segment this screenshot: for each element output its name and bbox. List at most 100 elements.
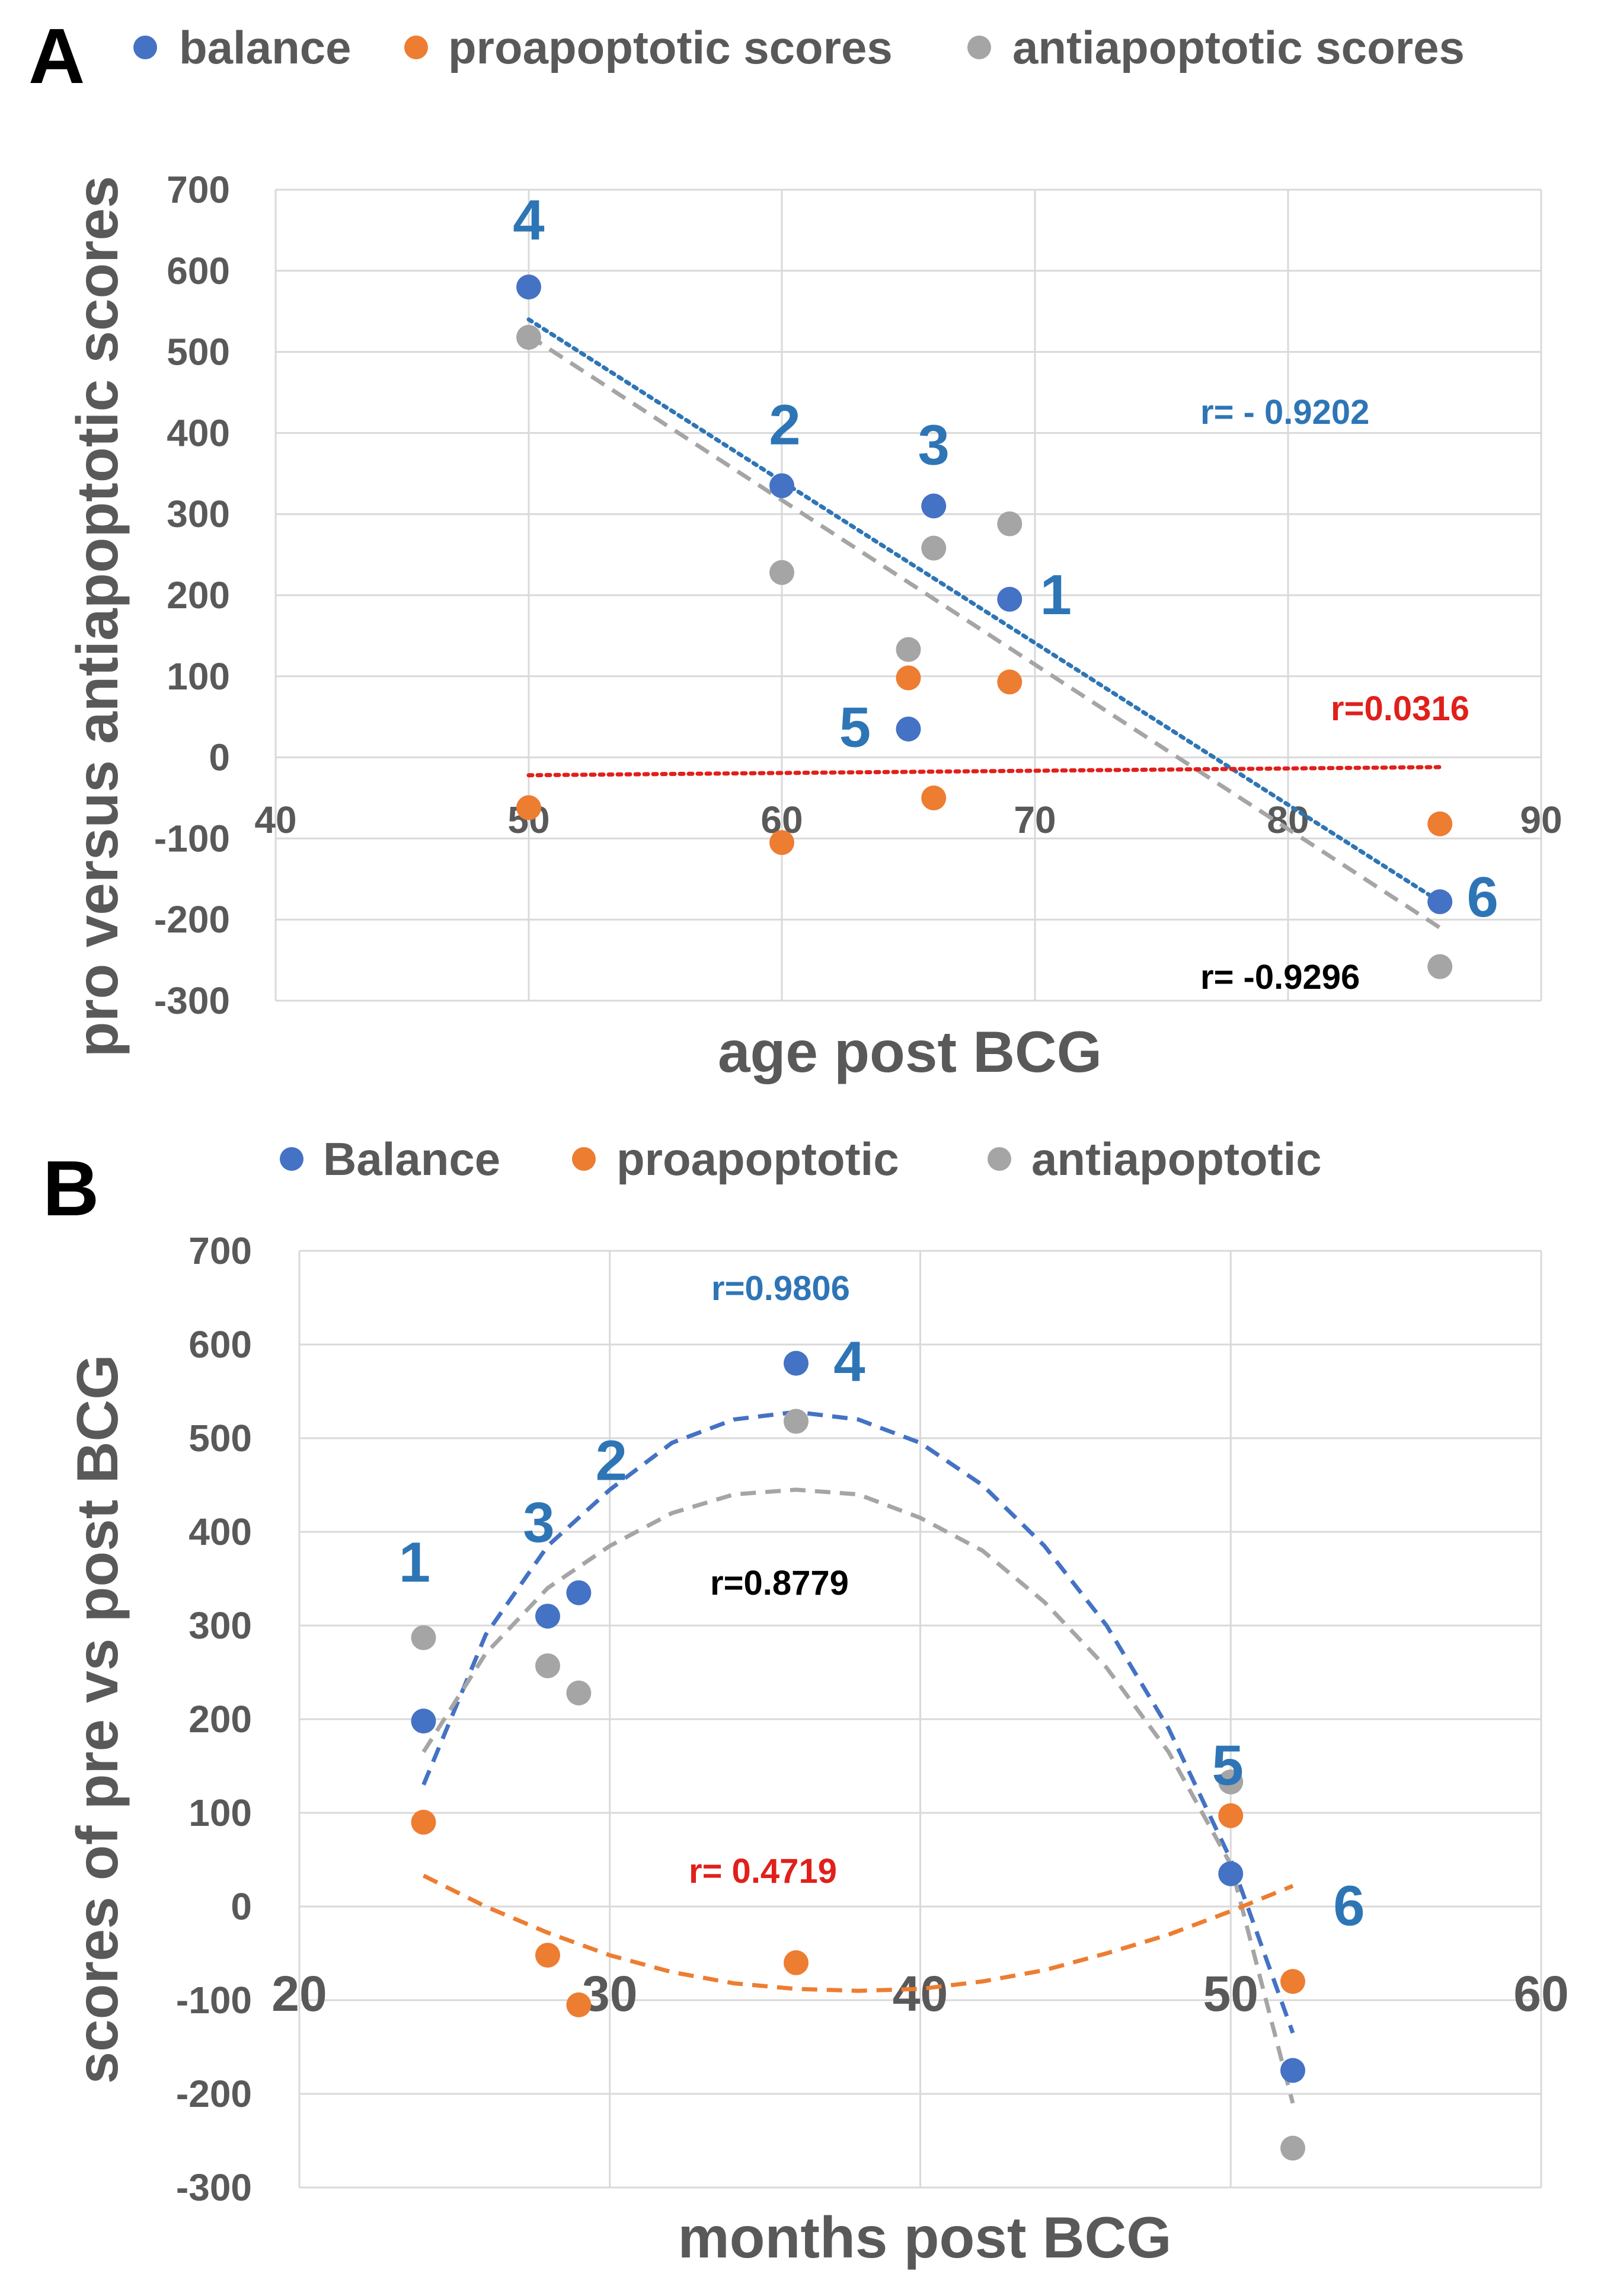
- point-label-a-6: 6: [1467, 866, 1498, 929]
- point-b-balance-3: [784, 1350, 809, 1376]
- trendline-b-2: [422, 1873, 1294, 1993]
- y-tick-a--300: -300: [154, 979, 230, 1022]
- y-tick-b--100: -100: [176, 1979, 252, 2022]
- point-b-balance-5: [1280, 2058, 1305, 2083]
- legend-a-anti-marker: [967, 36, 991, 59]
- trendline-a-0: [526, 317, 1442, 904]
- point-a-balance-1: [769, 473, 794, 499]
- x-tick-b-50: 50: [1203, 1966, 1258, 2022]
- point-b-balance-1: [535, 1604, 560, 1629]
- legend-b-balance-marker: [280, 1147, 303, 1171]
- y-tick-b-200: 200: [188, 1698, 252, 1741]
- plot-b: 700 600 500 400 300 200 100 0 -100 -200 -300 20 30 40…: [176, 1230, 1569, 2209]
- legend-a: balance proapoptotic scores antiapoptoti…: [133, 21, 1465, 74]
- point-label-b-2: 2: [596, 1429, 627, 1493]
- x-tick-a-70: 70: [1014, 799, 1056, 841]
- point-a-proapoptotic-3: [997, 669, 1023, 695]
- y-tick-a-500: 500: [167, 331, 230, 373]
- point-b-antiapoptotic-2: [566, 1680, 592, 1706]
- point-a-antiapoptotic-2: [921, 535, 947, 561]
- point-a-proapoptotic-4: [896, 665, 921, 691]
- r-label-b-balance: r=0.9806: [711, 1269, 850, 1308]
- y-tick-a-600: 600: [167, 250, 230, 292]
- y-tick-b-0: 0: [231, 1885, 252, 1928]
- legend-b: Balance proapoptotic antiapoptotic: [280, 1133, 1322, 1185]
- plot-a: 7006005004003002001000-100-200-300405060…: [154, 168, 1563, 1022]
- y-tick-b-400: 400: [188, 1511, 252, 1553]
- legend-a-pro-marker: [404, 36, 428, 59]
- point-label-a-2: 2: [769, 393, 800, 456]
- trendline-b-1: [421, 1487, 1295, 2104]
- panel-b-letter: B: [43, 1145, 99, 1232]
- legend-b-anti-marker: [988, 1147, 1011, 1171]
- x-tick-b-20: 20: [271, 1966, 327, 2022]
- point-label-a-1: 1: [1040, 563, 1072, 627]
- legend-a-pro-label: proapoptotic scores: [448, 21, 893, 74]
- y-tick-a-700: 700: [167, 168, 230, 211]
- r-label-a-balance: r= - 0.9202: [1200, 393, 1369, 432]
- point-b-proapoptotic-4: [1218, 1803, 1244, 1828]
- point-a-balance-3: [997, 586, 1023, 612]
- y-tick-a-100: 100: [167, 655, 230, 698]
- r-label-b-anti: r=0.8779: [710, 1564, 849, 1602]
- legend-b-anti-label: antiapoptotic: [1031, 1133, 1322, 1185]
- point-b-proapoptotic-1: [535, 1943, 560, 1968]
- point-label-a-5: 5: [839, 696, 871, 759]
- point-label-b-4: 4: [833, 1330, 865, 1394]
- y-tick-a--100: -100: [154, 817, 230, 860]
- x-axis-title-a: age post BCG: [718, 1019, 1102, 1084]
- x-tick-b-60: 60: [1513, 1966, 1568, 2022]
- point-b-balance-4: [1218, 1861, 1244, 1886]
- y-tick-a-0: 0: [209, 736, 230, 779]
- y-axis-title-a: pro versus antiapoptotic scores: [65, 176, 130, 1058]
- y-tick-b--300: -300: [176, 2166, 252, 2209]
- x-axis-title-b: months post BCG: [678, 2205, 1172, 2270]
- trendline-b-0: [421, 1410, 1295, 2034]
- y-tick-a-300: 300: [167, 493, 230, 535]
- point-a-balance-0: [516, 274, 541, 300]
- trendline-a-1: [528, 334, 1442, 930]
- y-tick-b-600: 600: [188, 1323, 252, 1366]
- point-b-antiapoptotic-1: [535, 1653, 560, 1678]
- x-tick-a-90: 90: [1520, 799, 1562, 841]
- point-b-balance-2: [566, 1580, 592, 1605]
- point-a-antiapoptotic-4: [896, 637, 921, 662]
- r-label-b-pro: r= 0.4719: [689, 1852, 837, 1891]
- x-tick-b-40: 40: [893, 1966, 948, 2022]
- r-label-a-anti: r= -0.9296: [1200, 958, 1360, 997]
- point-b-antiapoptotic-4: [1218, 1769, 1244, 1794]
- point-b-balance-0: [411, 1709, 436, 1734]
- y-tick-a-400: 400: [167, 411, 230, 454]
- point-a-antiapoptotic-0: [516, 324, 541, 350]
- point-a-antiapoptotic-5: [1427, 954, 1453, 979]
- y-tick-a--200: -200: [154, 898, 230, 941]
- legend-b-pro-marker: [572, 1147, 596, 1171]
- point-a-proapoptotic-0: [516, 795, 541, 820]
- x-tick-b-30: 30: [582, 1966, 637, 2022]
- point-a-balance-5: [1427, 889, 1453, 915]
- point-a-balance-2: [921, 493, 947, 519]
- point-b-proapoptotic-0: [411, 1809, 436, 1835]
- y-tick-b-300: 300: [188, 1604, 252, 1647]
- y-tick-b-100: 100: [188, 1792, 252, 1834]
- y-axis-title-b: scores of pre vs post BCG: [65, 1355, 130, 2084]
- y-tick-b-700: 700: [188, 1230, 252, 1272]
- point-label-b-5: 5: [1212, 1734, 1244, 1797]
- point-a-antiapoptotic-3: [997, 511, 1023, 537]
- point-a-balance-4: [896, 716, 921, 742]
- panel-a-letter: A: [28, 12, 85, 100]
- point-label-b-1: 1: [399, 1531, 430, 1594]
- point-b-antiapoptotic-0: [411, 1625, 436, 1650]
- y-tick-b--200: -200: [176, 2073, 252, 2115]
- trendline-a-2: [526, 765, 1442, 778]
- x-tick-a-40: 40: [254, 799, 296, 841]
- legend-a-anti-label: antiapoptotic scores: [1012, 21, 1465, 74]
- point-b-proapoptotic-2: [566, 1992, 592, 2017]
- point-a-proapoptotic-5: [1427, 811, 1453, 836]
- point-b-proapoptotic-3: [784, 1950, 809, 1975]
- point-label-a-3: 3: [918, 414, 950, 477]
- point-label-b-3: 3: [523, 1491, 554, 1554]
- point-a-antiapoptotic-1: [769, 560, 794, 585]
- r-label-a-pro: r=0.0316: [1331, 689, 1469, 728]
